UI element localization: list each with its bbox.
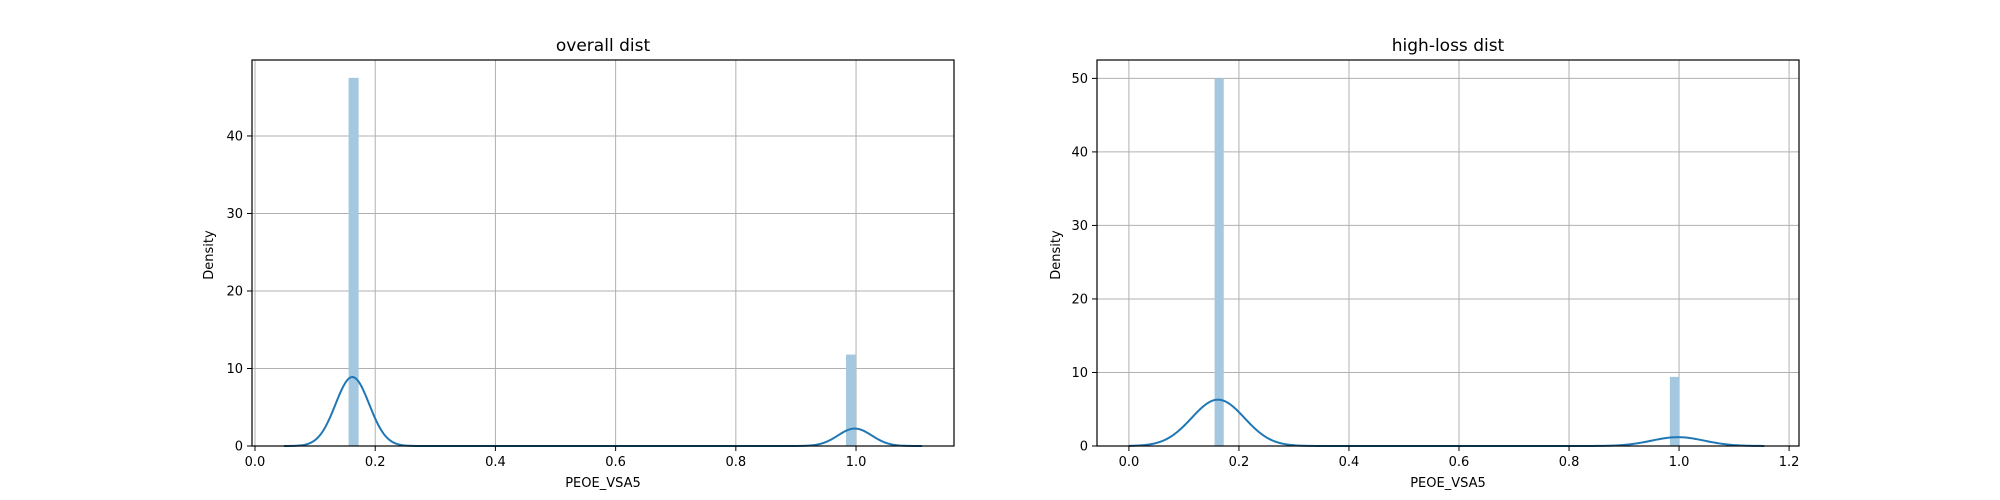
x-tick-label: 0.8 [1559,455,1580,470]
x-tick-label: 0.6 [605,455,626,470]
plot-frame [1096,59,1800,447]
ticks: 0.0 0.2 0.4 0.6 0.8 1.0 1.2 0 10 20 30 40 50 [1071,72,1799,470]
histogram-bar [1669,376,1680,446]
y-tick-label: 30 [1071,219,1088,234]
grid [1097,60,1799,447]
histogram-bar [1214,78,1224,446]
kde-curve [283,376,923,447]
x-tick-label: 0.4 [1339,455,1360,470]
x-tick-label: 0.2 [365,455,386,470]
y-tick-label: 20 [1071,292,1088,307]
histogram-bars [1214,78,1680,446]
y-tick-label: 0 [235,440,243,455]
x-tick-label: 1.2 [1779,455,1800,470]
histogram-bar [845,354,857,446]
histogram-bar [348,77,359,447]
x-tick-label: 0.8 [725,455,746,470]
x-axis-label: PEOE_VSA5 [565,476,641,491]
y-tick-label: 40 [1071,145,1088,160]
kde-line [283,376,923,447]
y-axis-label: Density [1049,230,1064,280]
y-tick-label: 20 [226,284,243,299]
chart-overall-dist: overall dist PEOE_VSA5 Density 0.0 0.2 0.4… [202,36,955,491]
y-tick-label: 0 [1080,440,1088,455]
x-tick-label: 0.4 [485,455,506,470]
chart-title: overall dist [556,36,651,56]
plot-frame [251,59,955,447]
kde-curve [1128,398,1765,447]
x-tick-label: 0.6 [1449,455,1470,470]
y-tick-label: 10 [226,362,243,377]
x-tick-label: 0.0 [245,455,266,470]
y-tick-label: 40 [226,129,243,144]
y-axis-label: Density [202,230,217,280]
chart-title: high-loss dist [1392,36,1505,56]
x-tick-label: 1.0 [1669,455,1690,470]
x-tick-label: 0.2 [1229,455,1250,470]
ticks: 0.0 0.2 0.4 0.6 0.8 1.0 0 10 20 30 40 [226,129,866,470]
y-tick-label: 30 [226,207,243,222]
y-tick-label: 10 [1071,366,1088,381]
x-axis-label: PEOE_VSA5 [1410,476,1486,491]
x-tick-label: 1.0 [846,455,867,470]
histogram-bars [348,77,857,447]
x-tick-label: 0.0 [1119,455,1140,470]
kde-line [1128,398,1765,447]
y-tick-label: 50 [1071,72,1088,87]
chart-high-loss-dist: high-loss dist PEOE_VSA5 Density 0.0 0.2 0… [1049,36,1800,491]
